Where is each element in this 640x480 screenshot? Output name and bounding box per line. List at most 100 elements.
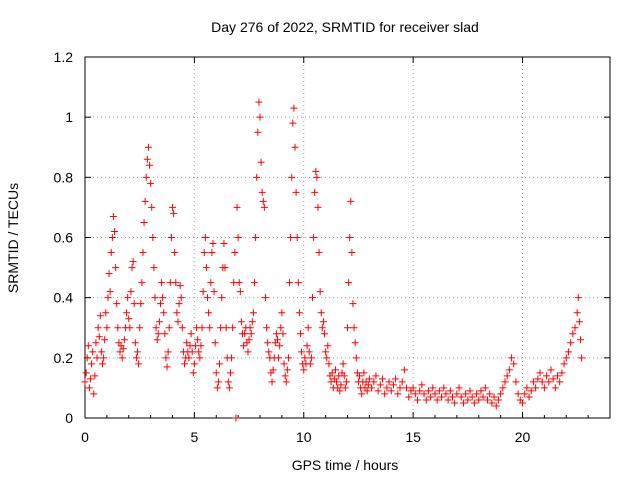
- data-point: [446, 387, 454, 395]
- data-point: [347, 197, 355, 205]
- data-point: [462, 390, 470, 398]
- data-point: [282, 378, 290, 386]
- data-point: [129, 258, 137, 266]
- data-point: [556, 378, 564, 386]
- data-point: [257, 158, 265, 166]
- data-point: [383, 384, 391, 392]
- data-point: [218, 294, 226, 302]
- data-point: [315, 249, 323, 257]
- data-point: [259, 197, 267, 205]
- data-point: [204, 294, 211, 302]
- y-tick-label: 0.6: [54, 230, 74, 246]
- data-point: [170, 209, 178, 217]
- data-point: [120, 336, 128, 344]
- data-point: [143, 155, 151, 163]
- data-point: [536, 369, 544, 377]
- data-point: [508, 354, 516, 362]
- data-point: [295, 309, 303, 317]
- data-point: [409, 384, 417, 392]
- x-tick-label: 15: [405, 429, 421, 445]
- data-point: [187, 330, 195, 338]
- data-point: [364, 381, 372, 389]
- data-point: [333, 378, 341, 386]
- data-point: [240, 342, 248, 350]
- data-point: [149, 234, 157, 241]
- data-point: [549, 375, 557, 383]
- data-point: [411, 390, 419, 398]
- data-point: [195, 348, 203, 356]
- x-tick-label: 0: [81, 429, 89, 445]
- data-point: [298, 348, 306, 356]
- data-point: [158, 279, 166, 287]
- data-point: [106, 288, 114, 296]
- data-point: [127, 288, 135, 296]
- data-point: [431, 390, 439, 398]
- data-point: [311, 188, 319, 196]
- data-point: [319, 318, 327, 326]
- data-point: [346, 234, 354, 241]
- data-point: [488, 399, 496, 407]
- data-point: [83, 354, 91, 362]
- data-point: [283, 366, 291, 374]
- data-point: [165, 324, 173, 332]
- data-point: [237, 318, 245, 326]
- data-point: [258, 188, 266, 196]
- y-tick-label: 1.2: [54, 49, 74, 65]
- data-point: [360, 369, 368, 377]
- data-point: [392, 375, 400, 383]
- data-point: [328, 369, 336, 377]
- data-point: [151, 294, 159, 302]
- data-point: [138, 279, 146, 287]
- data-point: [275, 354, 283, 362]
- data-point: [558, 369, 566, 377]
- data-point: [484, 396, 491, 404]
- data-point: [301, 354, 309, 362]
- data-point: [573, 309, 581, 317]
- data-point: [481, 384, 489, 392]
- data-point: [245, 336, 253, 344]
- data-point: [264, 339, 272, 347]
- data-point: [473, 390, 481, 398]
- data-point: [99, 360, 106, 368]
- data-point: [578, 354, 586, 362]
- data-point: [159, 294, 167, 302]
- data-point: [287, 234, 295, 241]
- data-point: [387, 387, 395, 395]
- data-point: [381, 390, 389, 398]
- data-point: [156, 300, 164, 308]
- data-point: [225, 384, 233, 392]
- data-point: [385, 378, 393, 386]
- data-point: [84, 342, 92, 350]
- data-point: [207, 279, 215, 287]
- data-point: [310, 234, 318, 241]
- data-point: [403, 384, 411, 392]
- data-point: [269, 366, 277, 374]
- data-point: [523, 384, 531, 392]
- data-point: [416, 387, 424, 395]
- data-point: [228, 354, 236, 362]
- data-point: [459, 399, 467, 407]
- y-tick-label: 0: [65, 410, 73, 426]
- x-tick-label: 5: [190, 429, 198, 445]
- data-point: [560, 360, 568, 368]
- data-point: [274, 336, 281, 344]
- data-point: [260, 203, 268, 211]
- data-point: [202, 264, 210, 272]
- data-point: [103, 324, 111, 332]
- data-point: [255, 98, 263, 106]
- data-points: [81, 98, 586, 422]
- x-axis-label: GPS time / hours: [292, 457, 399, 473]
- data-point: [279, 330, 287, 338]
- chart-title: Day 276 of 2022, SRMTID for receiver sla…: [211, 19, 479, 35]
- data-point: [313, 173, 321, 181]
- data-point: [501, 378, 509, 386]
- data-point: [272, 330, 280, 338]
- data-point: [172, 279, 180, 287]
- data-point: [510, 360, 518, 368]
- data-point: [176, 282, 184, 290]
- data-point: [294, 279, 302, 287]
- data-point: [86, 375, 94, 383]
- data-point: [137, 300, 145, 308]
- data-point: [160, 309, 168, 317]
- data-point: [95, 333, 103, 341]
